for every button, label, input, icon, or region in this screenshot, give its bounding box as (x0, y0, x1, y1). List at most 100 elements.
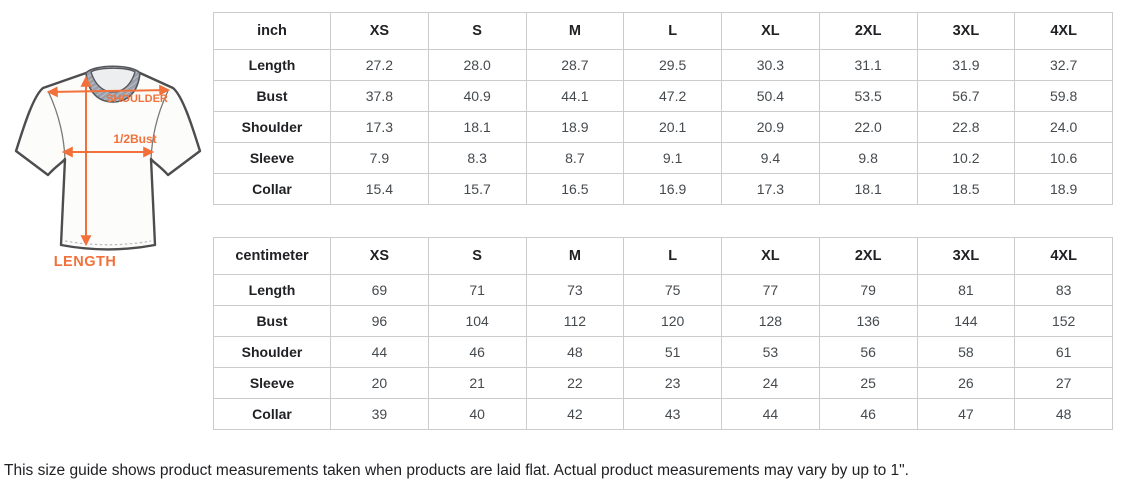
measurement-value: 50.4 (721, 80, 820, 112)
measurement-value: 47.2 (623, 80, 722, 112)
measurement-value: 8.7 (525, 142, 625, 174)
size-column-header: 3XL (916, 12, 1016, 50)
measurement-value: 128 (721, 305, 820, 337)
measurement-row: Length 69 71 73 75 77 79 81 83 (213, 274, 1113, 306)
measurement-value: 23 (623, 367, 722, 399)
measurement-value: 53.5 (818, 80, 918, 112)
measurement-value: 15.4 (330, 173, 429, 205)
measurement-value: 152 (1014, 305, 1113, 337)
measurement-value: 51 (623, 336, 722, 368)
measurement-value: 20 (330, 367, 429, 399)
measurement-value: 37.8 (330, 80, 429, 112)
measurement-label: Collar (213, 398, 331, 430)
measurement-value: 71 (427, 274, 527, 306)
tshirt-diagram: SHOULDER 1/2Bust LENGTH (8, 64, 208, 280)
measurement-label: Length (213, 49, 331, 81)
measurement-value: 44.1 (525, 80, 625, 112)
measurement-value: 56.7 (916, 80, 1016, 112)
measurement-value: 112 (525, 305, 625, 337)
measurement-row: Collar 39 40 42 43 44 46 47 48 (213, 398, 1113, 430)
measurement-value: 69 (330, 274, 429, 306)
measurement-value: 48 (1014, 398, 1113, 430)
measurement-value: 15.7 (427, 173, 527, 205)
shoulder-arrow (46, 84, 171, 98)
measurement-row: Bust 37.8 40.9 44.1 47.2 50.4 53.5 56.7 59.8 (213, 80, 1113, 112)
measurement-value: 46 (818, 398, 918, 430)
unit-label: inch (213, 12, 331, 50)
measurement-value: 120 (623, 305, 722, 337)
measurement-value: 47 (916, 398, 1016, 430)
size-table-centimeter: centimeter XS S M L XL 2XL 3XL 4XL Length 69 71 73 75… (213, 237, 1113, 430)
measurement-value: 136 (818, 305, 918, 337)
measurement-value: 20.1 (623, 111, 722, 143)
measurement-value: 43 (623, 398, 722, 430)
measurement-value: 53 (721, 336, 820, 368)
size-column-header: 2XL (818, 237, 918, 275)
measurement-label: Sleeve (213, 367, 331, 399)
measurement-value: 9.8 (818, 142, 918, 174)
measurement-value: 18.1 (818, 173, 918, 205)
measurement-label: Sleeve (213, 142, 331, 174)
measurement-value: 32.7 (1014, 49, 1113, 81)
measurement-value: 40.9 (427, 80, 527, 112)
size-table-header-row: centimeter XS S M L XL 2XL 3XL 4XL (213, 237, 1113, 275)
measurement-value: 59.8 (1014, 80, 1113, 112)
measurement-value: 21 (427, 367, 527, 399)
measurement-value: 75 (623, 274, 722, 306)
measurement-row: Length 27.2 28.0 28.7 29.5 30.3 31.1 31.9 32.7 (213, 49, 1113, 81)
size-column-header: M (525, 237, 625, 275)
measurement-value: 18.1 (427, 111, 527, 143)
measurement-value: 24.0 (1014, 111, 1113, 143)
size-column-header: S (427, 12, 527, 50)
measurement-disclaimer: This size guide shows product measuremen… (4, 462, 909, 479)
measurement-label: Shoulder (213, 336, 331, 368)
measurement-value: 56 (818, 336, 918, 368)
measurement-row: Shoulder 44 46 48 51 53 56 58 61 (213, 336, 1113, 368)
shoulder-label: SHOULDER (106, 93, 168, 105)
measurement-value: 17.3 (330, 111, 429, 143)
measurement-value: 48 (525, 336, 625, 368)
size-table-header-row: inch XS S M L XL 2XL 3XL 4XL (213, 12, 1113, 50)
tshirt-diagram-svg: SHOULDER 1/2Bust LENGTH (14, 65, 202, 270)
measurement-value: 83 (1014, 274, 1113, 306)
measurement-row: Shoulder 17.3 18.1 18.9 20.1 20.9 22.0 22.8 24.0 (213, 111, 1113, 143)
measurement-row: Bust 96 104 112 120 128 136 144 152 (213, 305, 1113, 337)
measurement-value: 16.9 (623, 173, 722, 205)
unit-label: centimeter (213, 237, 331, 275)
size-column-header: XS (330, 237, 429, 275)
measurement-value: 31.9 (916, 49, 1016, 81)
measurement-value: 58 (916, 336, 1016, 368)
size-column-header: 4XL (1014, 12, 1113, 50)
measurement-value: 7.9 (330, 142, 429, 174)
measurement-value: 29.5 (623, 49, 722, 81)
measurement-value: 31.1 (818, 49, 918, 81)
size-column-header: M (525, 12, 625, 50)
measurement-row: Collar 15.4 15.7 16.5 16.9 17.3 18.1 18.5 18.9 (213, 173, 1113, 205)
measurement-value: 28.0 (427, 49, 527, 81)
measurement-row: Sleeve 7.9 8.3 8.7 9.1 9.4 9.8 10.2 10.6 (213, 142, 1113, 174)
measurement-value: 28.7 (525, 49, 625, 81)
size-column-header: L (623, 12, 722, 50)
measurement-label: Bust (213, 80, 331, 112)
measurement-value: 39 (330, 398, 429, 430)
size-column-header: 3XL (916, 237, 1016, 275)
measurement-value: 104 (427, 305, 527, 337)
measurement-label: Length (213, 274, 331, 306)
measurement-value: 18.5 (916, 173, 1016, 205)
measurement-label: Shoulder (213, 111, 331, 143)
measurement-value: 24 (721, 367, 820, 399)
measurement-value: 16.5 (525, 173, 625, 205)
measurement-value: 40 (427, 398, 527, 430)
measurement-value: 44 (330, 336, 429, 368)
measurement-value: 25 (818, 367, 918, 399)
measurement-value: 22.8 (916, 111, 1016, 143)
measurement-value: 79 (818, 274, 918, 306)
measurement-value: 18.9 (525, 111, 625, 143)
measurement-value: 81 (916, 274, 1016, 306)
measurement-value: 42 (525, 398, 625, 430)
measurement-value: 18.9 (1014, 173, 1113, 205)
measurement-row: Sleeve 20 21 22 23 24 25 26 27 (213, 367, 1113, 399)
size-column-header: S (427, 237, 527, 275)
size-column-header: 4XL (1014, 237, 1113, 275)
